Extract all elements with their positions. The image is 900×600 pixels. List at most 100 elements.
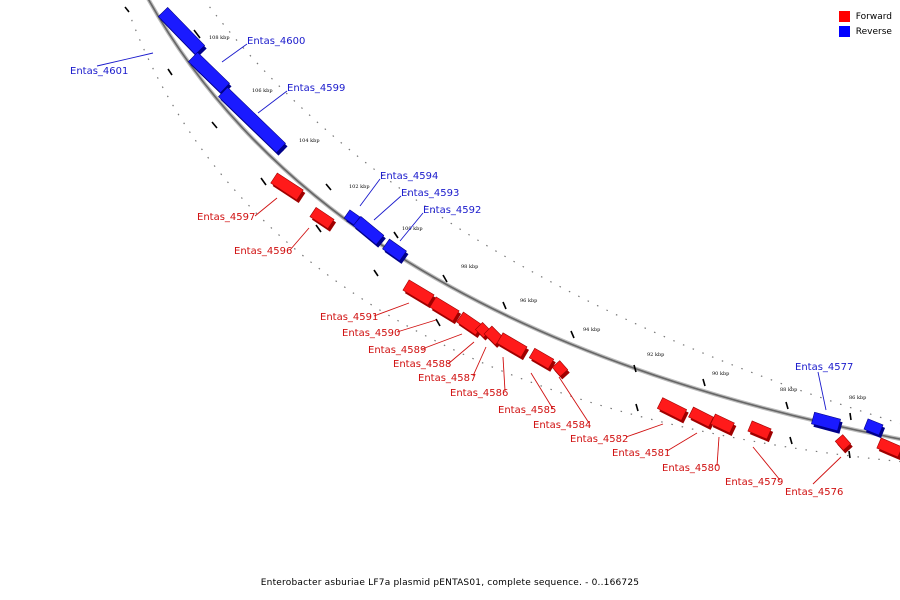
forward-leader-line [373,302,410,317]
forward-leader-line [289,227,310,251]
reverse-gene-block [188,51,230,94]
reverse-gene-label: Entas_4577 [795,362,853,373]
forward-gene-block [402,279,435,306]
scale-tick-8 [570,330,575,339]
scale-tick-15 [211,121,218,129]
forward-leader-line [447,341,475,365]
forward-gene-block [656,397,688,421]
reverse-leader-line [221,43,248,63]
forward-gene-block [710,413,735,434]
scale-tick-label: 96 kbp [520,298,537,304]
scale-tick-16 [260,177,267,186]
forward-gene-block [688,406,714,428]
reverse-leader-line [399,212,424,242]
forward-gene-label: Entas_4584 [533,420,591,431]
reverse-leader-line [359,178,381,207]
reverse-leader-line [257,90,288,114]
backbone-shadow [146,0,900,442]
forward-leader-line [812,456,842,485]
reverse-gene-block [863,418,884,436]
scale-tick-11 [785,401,789,410]
forward-gene-label: Entas_4585 [498,405,556,416]
forward-gene-block [551,360,569,377]
forward-leader-line [716,436,720,467]
legend: Forward Reverse [838,9,892,39]
scale-tick-label: 106 kbp [252,88,273,94]
scale-tick-label: 104 kbp [299,138,320,144]
scale-tick-10 [702,378,706,387]
reverse-gene-block [811,411,841,432]
forward-gene-block [834,434,852,451]
scale-tick-17 [315,224,322,233]
forward-gene-label: Entas_4590 [342,328,400,339]
forward-leader-line [396,319,437,333]
reverse-gene-block [157,7,206,55]
forward-leader-line [625,423,664,438]
forward-gene-label: Entas_4591 [320,312,378,323]
reverse-gene-block [218,86,286,154]
scale-tick-22 [848,450,851,459]
inner-scale-ring [127,9,900,463]
forward-leader-line [502,356,506,392]
scale-tick-label: 100 kbp [402,226,423,232]
forward-gene-block [528,347,555,370]
scale-tick-6 [442,274,448,283]
backbone-arc [147,0,900,440]
scale-tick-label: 108 kbp [209,35,230,41]
scale-tick-label: 88 kbp [780,387,797,393]
forward-gene-block [270,172,304,201]
forward-gene-block [496,332,528,358]
forward-leader-line [530,372,554,410]
reverse-gene-label: Entas_4600 [247,36,305,47]
forward-gene-label: Entas_4597 [197,212,255,223]
scale-tick-5 [393,231,399,239]
scale-tick-18 [373,269,379,277]
forward-leader-line [558,376,590,424]
legend-forward-label: Forward [855,11,892,22]
scale-tick-20 [635,403,639,412]
reverse-gene-block [382,238,407,262]
forward-gene-block [747,420,772,440]
reverse-leader-line [373,195,402,221]
scale-tick-label: 98 kbp [461,264,478,270]
reverse-gene-block [352,215,385,246]
forward-gene-label: Entas_4581 [612,448,670,459]
sequence-caption: Enterobacter asburiae LF7a plasmid pENTA… [260,578,640,588]
forward-gene-block [429,296,460,322]
forward-leader-line [752,446,781,481]
reverse-gene-label: Entas_4593 [401,188,459,199]
reverse-gene-label: Entas_4594 [380,171,438,182]
forward-gene-label: Entas_4576 [785,487,843,498]
forward-gene-block [309,207,335,229]
forward-gene-label: Entas_4588 [393,359,451,370]
reverse-leader-line [96,52,154,67]
forward-swatch [838,11,850,22]
forward-gene-label: Entas_4596 [234,246,292,257]
reverse-gene-label: Entas_4599 [287,83,345,94]
scale-tick-9 [633,364,637,373]
forward-gene-label: Entas_4589 [368,345,426,356]
scale-tick-12 [849,412,852,421]
reverse-gene-label: Entas_4592 [423,205,481,216]
forward-gene-label: Entas_4582 [570,434,628,445]
reverse-leader-line [817,371,827,411]
reverse-swatch [838,26,850,37]
scale-tick-13 [124,6,130,13]
scale-tick-14 [167,68,173,76]
scale-tick-21 [789,436,793,445]
scale-tick-4 [325,183,332,191]
reverse-gene-label: Entas_4601 [70,66,128,77]
forward-gene-label: Entas_4579 [725,477,783,488]
forward-leader-line [666,432,698,452]
scale-tick-label: 94 kbp [583,327,600,333]
forward-gene-block [876,437,900,458]
scale-tick-label: 86 kbp [849,395,866,401]
forward-leader-line [254,197,278,217]
scale-tick-label: 90 kbp [712,371,729,377]
scale-tick-19 [435,318,441,327]
reverse-gene-block [343,209,361,226]
legend-item-reverse: Reverse [838,24,892,39]
scale-tick-label: 102 kbp [349,184,370,190]
